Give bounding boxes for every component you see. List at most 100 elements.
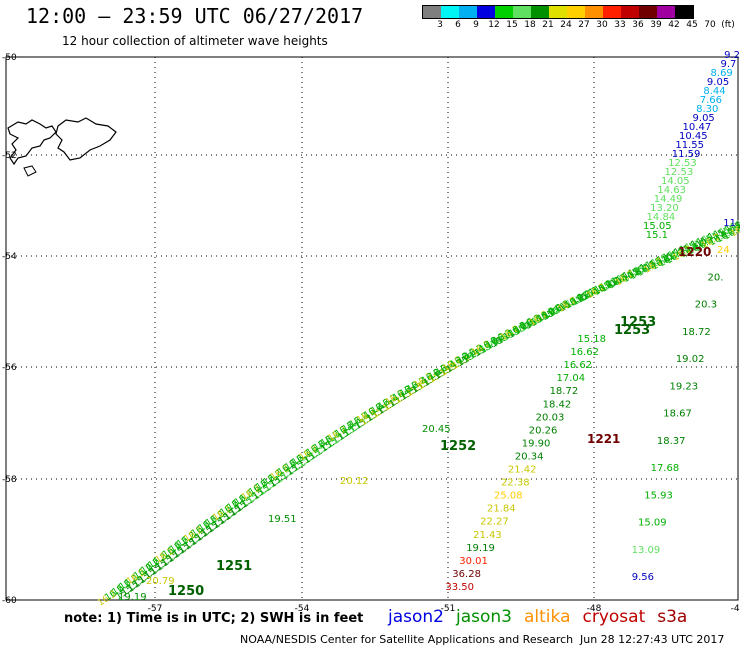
lon-tick-label: -48	[587, 604, 602, 614]
legend-label: 27	[578, 20, 590, 30]
legend-label: 3	[437, 20, 443, 30]
mission-jason3: jason3	[456, 607, 512, 627]
legend-label: 15	[506, 20, 518, 30]
diagonal-label: 1251	[216, 559, 252, 574]
legend-swatch	[531, 6, 549, 18]
legend-labels: 3 6 9 12 15 18 21 24 27 30 33 36 39 42 45 70 (ft)	[422, 19, 735, 33]
legend-label: 6	[455, 20, 461, 30]
wave-height-value: 18.72	[682, 327, 711, 338]
track-time-label: 1220	[678, 245, 711, 259]
wave-height-value: 16.62	[570, 347, 599, 358]
track-value-mark: 15.1	[729, 216, 740, 235]
mission-altika: altika	[524, 607, 571, 627]
legend-label: 9	[473, 20, 479, 30]
lat-tick-label: -60	[2, 596, 17, 606]
mission-legend: jason2 jason3 altika cryosat s3a	[388, 607, 699, 627]
track-1220: 9.29.78.699.058.447.668.309.0510.4710.45…	[643, 50, 740, 259]
lon-tick-label: -54	[295, 604, 310, 614]
map-axes: -57 -54 -51 -48 -45 -50 -52 -54 -56 -58 -60	[2, 53, 740, 614]
footer-timestamp: Jun 28 12:27:43 UTC 2017	[580, 633, 725, 646]
legend-swatch	[549, 6, 567, 18]
track-value-mark: 16.2	[736, 217, 740, 236]
lon-tick-label: -51	[441, 604, 456, 614]
diagonal-label: 1253	[614, 323, 650, 338]
legend-label: 36	[632, 20, 644, 30]
color-legend: 3 6 9 12 15 18 21 24 27 30 33 36 39 42 45 70 (ft)	[422, 5, 735, 33]
footer-note: note: 1) Time is in UTC; 2) SWH is in fe…	[64, 611, 364, 626]
diagonal-label: 1252	[440, 439, 476, 454]
legend-label: 24	[560, 20, 572, 30]
track-value-mark: 15.1	[734, 213, 740, 232]
legend-label: 33	[614, 20, 626, 30]
wave-height-value: 10.47	[683, 122, 712, 133]
footer-credit: NOAA/NESDIS Center for Satellite Applica…	[240, 633, 574, 646]
legend-swatch	[495, 6, 513, 18]
track-1221: 15.18 16.62 16.62 17.04 18.72 18.42 20.03 20.26…	[445, 334, 620, 593]
diagonal-label: 19.19	[118, 592, 147, 603]
wave-height-value: 19.90	[522, 438, 551, 449]
wave-height-value: 25.08	[494, 491, 523, 502]
legend-swatch	[477, 6, 495, 18]
lat-tick-label: -58	[2, 475, 17, 485]
wave-height-value: 16.62	[563, 360, 592, 371]
wave-height-value: 18.37	[657, 436, 686, 447]
track-value-mark: 16.2	[729, 220, 740, 239]
wave-height-value: 21.84	[487, 504, 516, 515]
wave-height-value: 20.3	[695, 300, 717, 311]
legend-swatch	[459, 6, 477, 18]
diagonal-label: 1253	[620, 315, 656, 330]
wave-height-value: 20.03	[536, 412, 565, 423]
legend-label: 30	[596, 20, 608, 30]
wave-height-value: 19.02	[676, 354, 705, 365]
wave-height-value: 18.67	[663, 409, 692, 420]
legend-swatches	[422, 5, 694, 19]
wave-height-value: 19.19	[466, 543, 495, 554]
wave-height-value: 12.53	[668, 158, 697, 169]
mission-s3a: s3a	[657, 607, 688, 627]
mission-cryosat: cryosat	[582, 607, 646, 627]
wave-height-value: 9.05	[707, 77, 729, 88]
wave-height-value: 9.7	[720, 59, 736, 70]
legend-label: 39	[650, 20, 662, 30]
wave-height-value: 15.09	[638, 518, 667, 529]
diagonal-label: 20.12	[340, 476, 369, 487]
wave-height-value: 33.50	[445, 582, 474, 593]
diagonal-label: 20.79	[146, 576, 175, 587]
wave-height-value: 17.04	[557, 373, 586, 384]
legend-swatch	[585, 6, 603, 18]
wave-height-value: 9.2	[724, 50, 740, 61]
wave-height-value: 20.34	[515, 451, 544, 462]
track-time-label: 1221	[587, 432, 620, 446]
map-title: 12:00 – 23:59 UTC 06/27/2017	[26, 4, 364, 28]
wave-height-value: 8.69	[711, 68, 733, 79]
legend-swatch	[603, 6, 621, 18]
wave-height-value: 15.1	[646, 230, 668, 241]
legend-label: 12	[488, 20, 500, 30]
wave-height-value: 30.01	[459, 556, 488, 567]
wave-height-value: 9.56	[632, 572, 654, 583]
wave-height-value: 18.42	[543, 399, 572, 410]
wave-height-value: 22.38	[501, 478, 530, 489]
wave-height-value: 14.05	[661, 176, 690, 187]
wave-height-value: 19.23	[670, 381, 699, 392]
legend-label: 45	[686, 20, 698, 30]
wave-height-value: 24	[717, 245, 730, 256]
legend-swatch	[657, 6, 675, 18]
mission-jason2: jason2	[388, 607, 444, 627]
wave-height-value: 8.44	[703, 86, 725, 97]
wave-height-value: 17.68	[651, 463, 680, 474]
diagonal-label: 1250	[168, 584, 204, 599]
legend-swatch	[441, 6, 459, 18]
wave-height-value: 7.66	[700, 95, 722, 106]
wave-height-value: 20.26	[529, 425, 558, 436]
track-right: 11 24 20. 20.3 18.72 19.02 19.23 18.67 18.37 17.6…	[632, 218, 736, 583]
legend-swatch	[423, 6, 441, 18]
wave-height-value: 21.43	[473, 530, 502, 541]
wave-height-value: 14.84	[647, 212, 676, 223]
wave-height-value: 15.18	[577, 334, 606, 345]
wave-height-value: 9.05	[693, 113, 715, 124]
wave-height-value: 14.49	[654, 194, 683, 205]
legend-swatch	[639, 6, 657, 18]
map-subtitle: 12 hour collection of altimeter wave hei…	[62, 34, 328, 48]
